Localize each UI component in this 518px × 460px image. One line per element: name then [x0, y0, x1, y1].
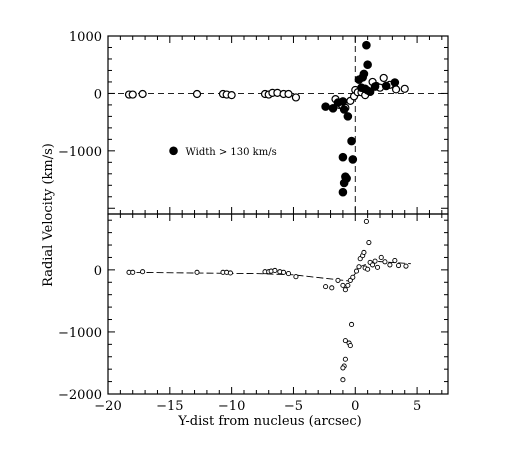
y-axis-label: Radial Velocity (km/s)	[41, 143, 56, 287]
data-point-small	[272, 267, 278, 274]
data-point-filled	[339, 178, 349, 188]
top-panel: −1000 0 1000 Width > 130 km/s	[58, 30, 449, 215]
data-point-small	[349, 321, 355, 328]
data-point-open	[391, 85, 401, 94]
x-tick-label: 5	[413, 399, 421, 414]
data-point-filled	[390, 78, 400, 87]
data-point-small	[374, 264, 381, 270]
data-point-small	[366, 240, 372, 246]
data-point-small	[395, 262, 402, 269]
data-point-small	[130, 269, 136, 275]
data-point-open	[284, 89, 293, 99]
data-point-small	[227, 270, 233, 276]
y-tick-label: 0	[94, 87, 102, 102]
data-point-open	[128, 90, 137, 99]
data-point-small	[356, 264, 362, 270]
data-point-open	[291, 93, 301, 102]
y-tick-label: −1000	[58, 145, 102, 160]
data-point-small	[194, 269, 200, 275]
legend-text: Width > 130 km/s	[186, 147, 277, 158]
bottom-panel: −2000 −1000 0 −20 −15 −10 −5 0 5	[58, 213, 449, 414]
data-point-open	[227, 91, 236, 100]
data-point-small	[342, 356, 348, 362]
data-point-open	[192, 89, 202, 99]
y-tick-label: −2000	[58, 388, 102, 403]
x-tick-label: −20	[94, 399, 121, 414]
data-point-small	[345, 282, 351, 288]
data-point-open	[379, 73, 388, 83]
data-point-filled	[343, 112, 353, 121]
x-tick-label: 0	[351, 399, 359, 414]
x-tick-label: −5	[284, 399, 303, 414]
data-point-small	[392, 258, 398, 264]
data-point-filled	[359, 69, 369, 79]
legend-marker	[169, 146, 178, 156]
data-point-open	[400, 84, 409, 93]
data-point-filled	[370, 82, 380, 91]
data-point-filled	[347, 136, 356, 146]
x-tick-label: −15	[156, 399, 183, 414]
data-point-filled	[338, 187, 348, 197]
y-tick-label: 0	[94, 264, 102, 279]
x-tick-label: −10	[218, 399, 245, 414]
data-point-small	[361, 249, 367, 256]
data-point-filled	[365, 87, 375, 96]
data-point-small	[403, 263, 409, 269]
data-point-small	[350, 274, 356, 280]
data-point-filled	[338, 152, 348, 162]
data-point-small	[340, 365, 346, 371]
data-point-small	[378, 254, 384, 260]
data-point-small	[293, 274, 299, 280]
data-point-filled	[362, 40, 371, 50]
data-point-small	[335, 277, 341, 283]
data-point-small	[382, 259, 388, 265]
data-point-small	[372, 258, 378, 264]
data-point-small	[285, 271, 292, 277]
data-point-small	[140, 269, 146, 275]
plot-frame	[107, 213, 449, 395]
data-point-small	[365, 266, 371, 272]
data-point-small	[347, 343, 353, 349]
data-point-filled	[348, 155, 358, 164]
x-axis-label: Y-dist from nucleus (arcsec)	[177, 414, 361, 429]
data-point-small	[340, 377, 346, 383]
y-tick-label: −1000	[58, 326, 102, 341]
data-point-small	[281, 269, 287, 275]
data-point-small	[387, 262, 393, 268]
y-tick-label: 1000	[69, 30, 102, 45]
data-point-small	[342, 338, 348, 344]
data-point-filled	[363, 60, 372, 70]
data-point-small	[363, 218, 369, 224]
data-point-filled	[321, 102, 330, 111]
data-point-small	[342, 287, 348, 293]
plot-frame	[107, 35, 449, 215]
data-point-filled	[328, 104, 338, 113]
data-point-small	[329, 285, 335, 291]
data-point-small	[323, 284, 329, 290]
data-point-small	[340, 282, 346, 288]
data-point-small	[370, 262, 376, 268]
data-point-open	[138, 89, 147, 99]
data-point-small	[353, 268, 360, 274]
data-point-filled	[338, 97, 348, 106]
data-point-filled	[381, 81, 391, 91]
data-point-filled	[339, 105, 349, 114]
